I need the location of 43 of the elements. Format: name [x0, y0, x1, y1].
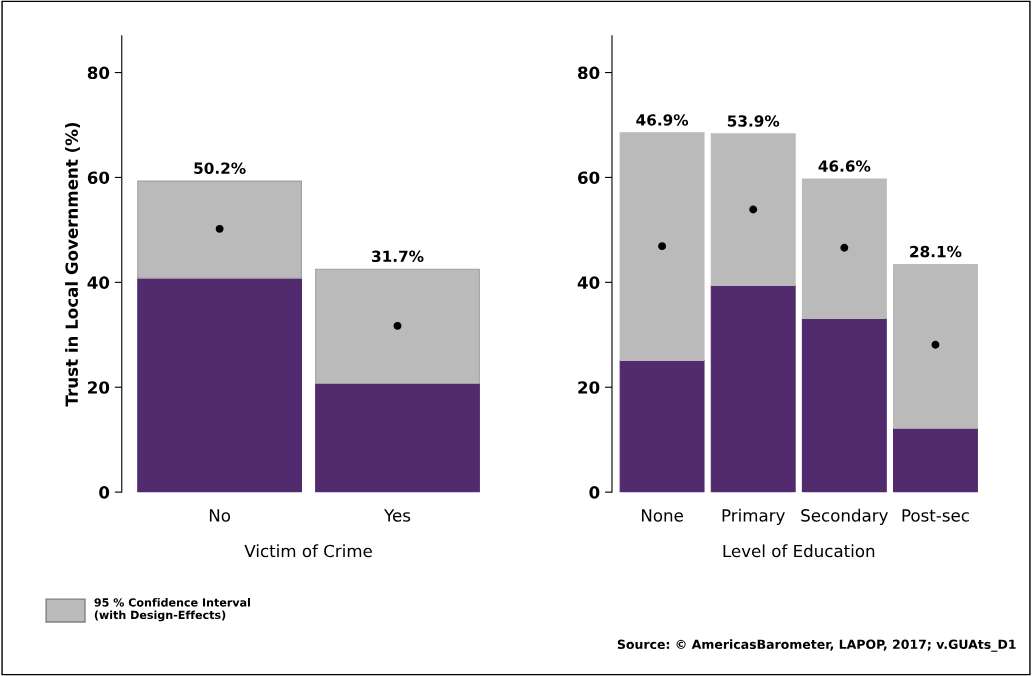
annotation: 46.6% [818, 160, 871, 172]
x-axis-title: Victim of Crime [244, 544, 372, 558]
point [931, 340, 940, 349]
point [658, 242, 667, 251]
bar [710, 284, 796, 493]
x-tick-label: Yes [384, 509, 411, 522]
bar [137, 277, 303, 493]
x-tick-label: Secondary [801, 508, 888, 525]
annotation: 50.2% [194, 162, 246, 174]
x-tick-label: Post-sec [902, 509, 969, 522]
y-axis-title: Trust in Local Government (%) [65, 122, 80, 407]
bar [619, 132, 705, 362]
annotation: 31.7% [372, 250, 424, 263]
y-tick-label: 40 [87, 276, 110, 289]
bar [137, 180, 303, 279]
y-tick-label: 20 [88, 381, 110, 394]
y-tick-label: 60 [578, 171, 600, 185]
annotation: 46.9% [636, 114, 689, 126]
annotation: 53.9% [727, 115, 780, 127]
annotation: 28.1% [910, 245, 962, 258]
x-tick-label: No [209, 509, 231, 522]
bar [892, 263, 978, 429]
x-tick-label: None [641, 509, 683, 522]
bar [801, 178, 887, 320]
x-tick-label: Primary [722, 508, 785, 525]
y-tick-label: 60 [87, 171, 110, 185]
point [749, 205, 758, 214]
y-tick-label: 80 [578, 66, 600, 80]
bar [619, 359, 705, 493]
bar [801, 317, 887, 493]
bar [315, 268, 480, 385]
y-tick-label: 40 [577, 276, 600, 289]
point [840, 243, 849, 252]
y-tick-label: 0 [589, 486, 600, 499]
x-axis-title: Level of Education [723, 544, 875, 558]
source-note: Source: © AmericasBarometer, LAPOP, 2017; v.GUAts_D1 [617, 639, 1016, 652]
bar [892, 427, 978, 493]
bar [710, 133, 796, 287]
y-tick-label: 20 [578, 381, 600, 394]
bar [315, 383, 480, 493]
y-tick-label: 80 [87, 66, 110, 80]
legend-label: 95 % Confidence Interval (with Design-Effects) [94, 598, 250, 622]
y-tick-label: 0 [99, 486, 110, 499]
